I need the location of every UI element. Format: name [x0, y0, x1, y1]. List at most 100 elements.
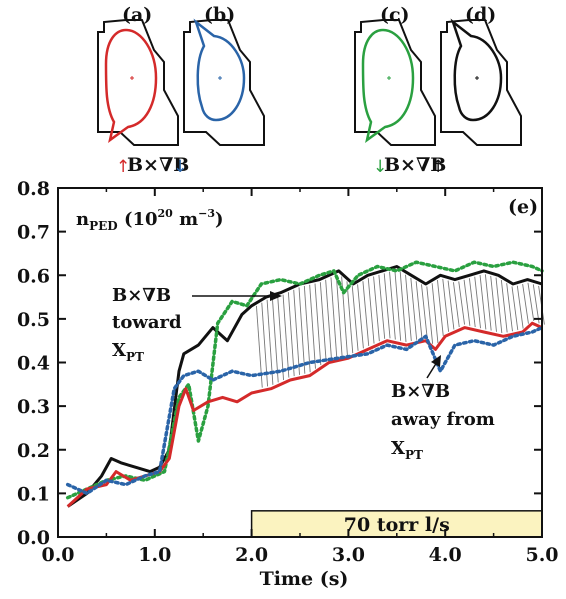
- flux-surface: [193, 18, 246, 122]
- y-tick-label: 0.2: [17, 440, 50, 462]
- hatch-line: [399, 271, 407, 342]
- equilibrium-panel-3: [440, 18, 522, 146]
- x-tick-label: 4.0: [429, 544, 462, 566]
- hatch-line: [357, 284, 364, 349]
- panel-label-e: (e): [508, 196, 538, 218]
- hatch-line: [495, 277, 503, 334]
- x-tick-label: 3.0: [332, 544, 365, 566]
- equilibrium-panels: (a) (b) (c) (d): [97, 4, 522, 146]
- equilibrium-panel-1: [183, 18, 265, 146]
- annotation-away-arrowhead: [431, 355, 441, 367]
- y-tick-label: 0.6: [17, 265, 50, 287]
- hatch-line: [303, 285, 311, 373]
- x-axis-title: Time (s): [260, 568, 349, 590]
- y-tick-label: 0.4: [17, 353, 50, 375]
- drift-label-left: ↑ B×∇B ↓: [116, 154, 189, 177]
- drift-text-right: B×∇B: [384, 154, 446, 176]
- vessel-wall: [183, 19, 265, 146]
- hatch-line: [335, 274, 343, 357]
- hatch-line: [346, 281, 354, 354]
- drift-arrow-down-green: ↓: [373, 157, 387, 177]
- hatch-line: [330, 277, 338, 358]
- hatch-line: [506, 283, 513, 332]
- drift-arrow-up-black: ↑: [431, 157, 445, 177]
- series-line-0: [66, 265, 543, 508]
- hatch-line: [421, 284, 428, 340]
- hatch-line: [351, 286, 359, 351]
- annotation-toward: B×∇B toward XPT: [112, 285, 282, 364]
- hatch-line: [490, 275, 497, 332]
- hatch-line: [463, 279, 471, 326]
- x-tick-label: 1.0: [138, 544, 171, 566]
- y-tick-label: 0.0: [17, 527, 50, 549]
- series-line-3: [65, 325, 544, 496]
- hatch-line: [271, 298, 279, 383]
- magnetic-axis-marker: [387, 76, 391, 80]
- vessel-wall: [354, 19, 436, 146]
- hatch-line: [367, 278, 375, 344]
- hatch-line: [293, 289, 300, 375]
- hatch-line: [415, 281, 423, 339]
- axis-ticks: 0.0 1.0 2.0 3.0 4.0 5.0 0.0 0.1 0.2 0.3 0.4 0.5 0.6 0…: [17, 178, 559, 566]
- density-chart: 70 torr l/s 0.0 1.0 2.0 3.0 4.0 5.0 0.0 0.1 0.2 0…: [17, 178, 559, 590]
- hatch-line: [298, 287, 306, 374]
- hatch-line: [468, 278, 476, 328]
- annotation-away-line1: B×∇B: [391, 381, 450, 402]
- magnetic-axis-marker: [130, 76, 134, 80]
- hatch-line: [373, 276, 380, 342]
- y-tick-label: 0.1: [17, 483, 50, 505]
- flux-surface: [450, 18, 503, 122]
- drift-text-left: B×∇B: [127, 154, 189, 176]
- panel-label: (b): [204, 4, 235, 26]
- magnetic-axis-marker: [475, 76, 479, 80]
- annotation-toward-line1: B×∇B: [112, 285, 171, 306]
- annotation-away: B×∇B away from XPT: [391, 355, 495, 462]
- hatch-line: [394, 270, 402, 341]
- hatch-line: [309, 284, 316, 369]
- hatch-line: [282, 294, 290, 378]
- hatch-line: [500, 279, 508, 333]
- hatch-line: [447, 280, 455, 330]
- hatch-line: [437, 279, 444, 336]
- hatch-line: [426, 286, 434, 344]
- magnetic-axis-marker: [218, 76, 222, 80]
- y-tick-label: 0.5: [17, 309, 50, 331]
- hatch-line: [442, 278, 450, 332]
- hatch-line: [511, 286, 519, 331]
- difference-hatching: [255, 270, 545, 388]
- drift-arrow-up-red: ↑: [116, 157, 130, 177]
- hatch-line: [383, 273, 391, 339]
- x-tick-label: 2.0: [235, 544, 268, 566]
- flux-surface: [361, 28, 415, 143]
- gas-puff-label: 70 torr l/s: [344, 514, 450, 536]
- equilibrium-panel-2: [354, 19, 436, 146]
- hatch-line: [319, 282, 327, 362]
- x-tick-label: 5.0: [525, 544, 558, 566]
- vessel-wall: [440, 19, 522, 146]
- hatch-line: [277, 296, 284, 381]
- hatch-line: [287, 292, 295, 377]
- y-tick-label: 0.7: [17, 222, 50, 244]
- series-line-1: [65, 260, 544, 500]
- hatch-line: [314, 283, 322, 366]
- annotation-away-arrow-line: [426, 361, 438, 379]
- x-tick-label: 0.0: [41, 544, 74, 566]
- hatch-line: [410, 277, 418, 340]
- annotation-toward-line2: toward: [112, 312, 182, 333]
- equilibrium-panel-0: [97, 19, 179, 146]
- hatch-line: [484, 274, 492, 331]
- hatch-line: [474, 276, 481, 329]
- y-tick-label: 0.8: [17, 178, 50, 200]
- hatch-line: [522, 284, 529, 324]
- y-axis-title: nPED (1020 m−3): [76, 207, 224, 233]
- hatch-line: [516, 285, 524, 329]
- hatch-line: [389, 271, 396, 340]
- hatch-line: [532, 284, 540, 324]
- hatch-line: [405, 274, 412, 341]
- series-lines: [65, 260, 544, 508]
- hatch-line: [527, 282, 535, 321]
- hatch-line: [378, 274, 386, 339]
- annotation-away-line3: XPT: [391, 438, 423, 462]
- panel-label: (c): [380, 4, 410, 26]
